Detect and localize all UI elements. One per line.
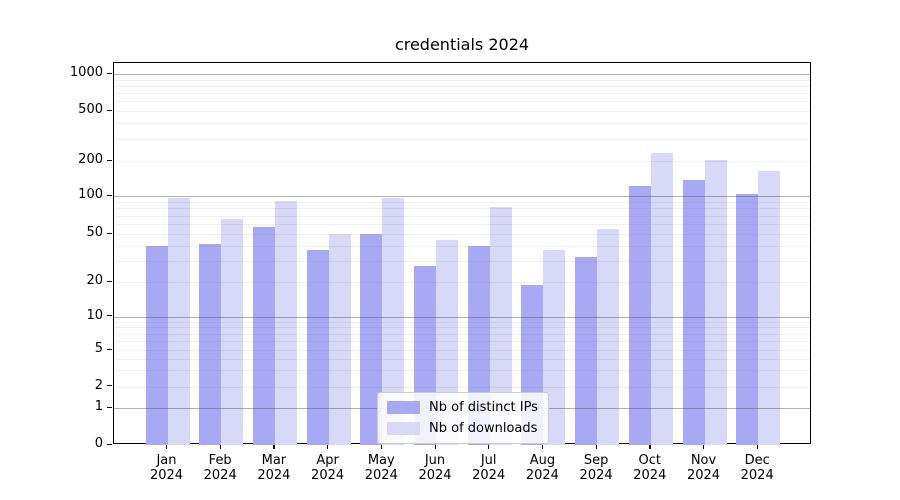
y-tick-mark — [107, 72, 112, 74]
x-tick-label: Dec 2024 — [740, 453, 774, 483]
x-tick-label: Aug 2024 — [525, 453, 559, 483]
y-tick-label: 2 — [94, 377, 103, 393]
x-tick-mark — [219, 444, 221, 449]
y-tick-mark — [107, 406, 112, 408]
x-tick-mark — [541, 444, 544, 449]
x-tick-mark — [273, 444, 275, 449]
x-tick-label: Feb 2024 — [203, 453, 237, 483]
legend-row-downloads: Nb of downloads — [387, 421, 538, 436]
y-tick-label: 100 — [78, 187, 103, 202]
x-tick-mark — [380, 444, 383, 449]
bar-downloads-sep — [597, 228, 620, 445]
bar-downloads-apr — [328, 234, 351, 445]
bar-downloads-jul — [489, 206, 512, 445]
x-tick-label: Jun 2024 — [418, 453, 452, 483]
x-tick-label: Nov 2024 — [686, 453, 721, 483]
y-tick-mark — [107, 385, 112, 387]
legend-swatch-distinct-ips-icon — [387, 401, 420, 414]
bar-downloads-feb — [221, 218, 244, 445]
x-tick-mark — [595, 444, 597, 449]
y-tick-mark — [107, 109, 112, 111]
x-tick-mark — [488, 444, 490, 449]
y-tick-label: 5 — [94, 341, 103, 356]
bar-ips-mar — [252, 226, 275, 445]
y-tick-label: 1 — [94, 399, 103, 414]
legend-label-distinct-ips: Nb of distinct IPs — [429, 400, 538, 415]
bar-ips-feb — [199, 244, 222, 445]
y-tick-mark — [107, 194, 112, 196]
plot-area: Nb of distinct IPs Nb of downloads — [113, 62, 811, 445]
x-tick-label: Sep 2024 — [579, 453, 613, 483]
legend: Nb of distinct IPs Nb of downloads — [377, 392, 549, 444]
x-tick-label: Oct 2024 — [633, 453, 667, 483]
bar-downloads-nov — [704, 160, 727, 445]
y-tick-mark — [107, 280, 112, 282]
y-tick-mark — [107, 443, 112, 445]
y-tick-label: 20 — [86, 273, 103, 288]
x-tick-label: Apr 2024 — [311, 453, 345, 483]
chart-title: credentials 2024 — [394, 35, 530, 54]
x-tick-label: Jan 2024 — [149, 453, 184, 483]
bar-downloads-jan — [167, 198, 190, 445]
bar-ips-oct — [628, 185, 651, 445]
bar-ips-sep — [575, 257, 598, 445]
legend-row-distinct-ips: Nb of distinct IPs — [387, 400, 538, 415]
y-tick-mark — [107, 348, 112, 350]
y-tick-mark — [107, 232, 112, 234]
bars-layer — [114, 63, 810, 445]
bar-downloads-mar — [274, 200, 297, 445]
x-tick-label: May 2024 — [364, 453, 398, 483]
y-tick-label: 500 — [78, 102, 103, 117]
y-tick-mark — [107, 315, 112, 317]
y-tick-label: 0 — [94, 436, 103, 451]
x-tick-mark — [327, 444, 329, 449]
legend-swatch-downloads-icon — [387, 422, 420, 435]
x-tick-mark — [649, 444, 651, 449]
y-tick-mark — [107, 159, 112, 161]
bar-ips-jan — [145, 245, 168, 445]
x-tick-mark — [703, 444, 705, 449]
y-tick-label: 1000 — [69, 65, 103, 80]
y-tick-label: 200 — [78, 152, 103, 167]
legend-label-downloads: Nb of downloads — [429, 421, 538, 436]
bar-downloads-oct — [650, 152, 673, 445]
x-tick-label: Jul 2024 — [472, 453, 506, 483]
bar-ips-apr — [306, 249, 329, 445]
bar-ips-nov — [682, 180, 705, 445]
y-tick-label: 10 — [86, 307, 103, 323]
y-tick-label: 50 — [86, 225, 103, 240]
x-tick-mark — [434, 444, 436, 449]
bar-downloads-may — [382, 198, 405, 445]
x-tick-mark — [756, 444, 758, 449]
bar-ips-may — [360, 234, 383, 445]
x-tick-mark — [166, 444, 168, 449]
bar-ips-dec — [736, 194, 759, 445]
bar-downloads-dec — [758, 171, 781, 445]
x-tick-label: Mar 2024 — [257, 453, 291, 483]
